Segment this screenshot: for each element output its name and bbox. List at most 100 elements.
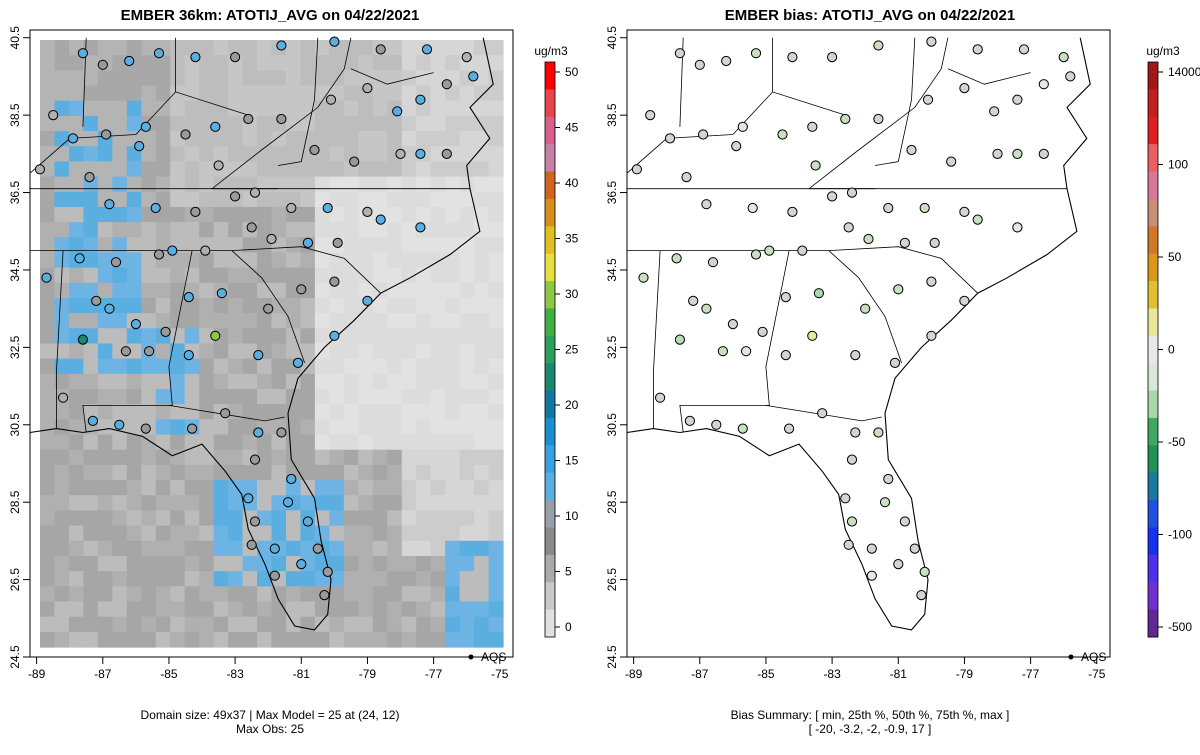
colorbar-tick-label: 30: [565, 287, 579, 301]
y-tick-label: 30.5: [605, 413, 619, 437]
aqs-site-marker: [421, 44, 433, 55]
y-tick-label: 38.5: [605, 103, 619, 127]
aqs-site-marker: [183, 292, 194, 303]
aqs-site-marker: [183, 350, 194, 361]
aqs-site-marker: [74, 253, 85, 264]
x-tick-label: -79: [359, 667, 377, 681]
aqs-site-marker: [269, 570, 280, 581]
aqs-site-marker: [926, 276, 937, 287]
colorbar-tick-label: 25: [565, 343, 579, 357]
aqs-sites: [34, 36, 479, 601]
aqs-site-marker: [899, 516, 911, 527]
y-tick-label: 34.5: [8, 258, 22, 282]
aqs-site-marker: [681, 172, 692, 183]
left-x-axis: -89 -87 -85 -83 -81 -79 -77 -75: [28, 657, 509, 681]
y-tick-label: 26.5: [605, 568, 619, 592]
aqs-site-marker: [737, 423, 748, 434]
y-tick-label: 40.5: [605, 26, 619, 50]
aqs-site-marker: [684, 415, 696, 426]
state-borders: [626, 37, 1091, 631]
aqs-site-marker: [906, 144, 917, 156]
aqs-site-marker: [77, 334, 89, 345]
aqs-site-marker: [144, 346, 155, 357]
aqs-site-marker: [638, 272, 649, 283]
aqs-site-marker: [187, 423, 198, 434]
left-colorbar-unit: ug/m3: [534, 44, 568, 58]
aqs-site-marker: [200, 245, 211, 256]
aqs-site-marker: [843, 222, 854, 233]
aqs-site-marker: [329, 330, 340, 341]
left-map-frame: [29, 29, 514, 658]
aqs-site-marker: [243, 113, 254, 125]
aqs-site-marker: [461, 52, 472, 63]
aqs-site-marker: [863, 233, 874, 245]
aqs-site-marker: [1012, 148, 1023, 159]
aqs-site-marker: [664, 133, 676, 144]
aqs-site-marker: [1038, 79, 1049, 90]
aqs-site-marker: [893, 284, 904, 295]
aqs-site-marker: [180, 129, 191, 140]
aqs-site-marker: [873, 427, 884, 438]
aqs-site-marker: [77, 48, 89, 59]
aqs-site-marker: [276, 113, 287, 125]
aqs-site-marker: [750, 249, 762, 260]
aqs-site-marker: [817, 408, 828, 419]
aqs-site-marker: [134, 141, 145, 152]
aqs-site-marker: [375, 214, 386, 225]
right-panel-title: EMBER bias: ATOTIJ_AVG on 04/22/2021: [725, 7, 1015, 24]
aqs-site-marker: [787, 206, 798, 217]
aqs-site-marker: [216, 288, 227, 299]
aqs-site-marker: [319, 590, 330, 601]
x-tick-label: -81: [293, 667, 311, 681]
aqs-site-marker: [243, 493, 254, 504]
right-panel: EMBER bias: ATOTIJ_AVG on 04/22/2021 -89…: [605, 7, 1200, 736]
aqs-site-marker: [302, 237, 313, 248]
aqs-site-marker: [919, 566, 930, 578]
aqs-site-marker: [698, 129, 709, 140]
aqs-site-marker: [395, 148, 406, 159]
right-footer-line1: Bias Summary: [ min, 25th %, 50th %, 75t…: [731, 708, 1010, 722]
aqs-site-marker: [694, 59, 705, 70]
aqs-site-marker: [114, 419, 125, 430]
aqs-site-marker: [322, 566, 333, 578]
aqs-site-marker: [655, 392, 666, 403]
aqs-site-marker: [813, 288, 825, 299]
aqs-site-marker: [124, 55, 135, 67]
aqs-site-marker: [893, 559, 904, 570]
y-tick-label: 34.5: [605, 258, 619, 282]
aqs-site-marker: [701, 199, 712, 210]
colorbar-tick-label: 0: [1168, 343, 1175, 357]
aqs-site-marker: [415, 148, 426, 159]
aqs-site-marker: [671, 253, 682, 264]
aqs-site-marker: [253, 427, 264, 438]
aqs-site-marker: [645, 110, 656, 121]
colorbar-tick-label: -100: [1168, 528, 1192, 542]
aqs-site-marker: [909, 543, 920, 554]
aqs-site-marker: [807, 330, 818, 341]
y-tick-label: 30.5: [8, 413, 22, 437]
aqs-site-marker: [717, 346, 729, 357]
y-tick-label: 32.5: [8, 335, 22, 359]
aqs-site-marker: [727, 319, 739, 330]
aqs-site-marker: [860, 303, 871, 314]
y-tick-label: 32.5: [605, 335, 619, 359]
aqs-site-marker: [375, 44, 386, 55]
aqs-site-marker: [866, 570, 877, 581]
aqs-site-marker: [362, 295, 373, 306]
y-tick-label: 38.5: [8, 103, 22, 127]
aqs-site-marker: [67, 133, 79, 144]
colorbar-tick-label: 50: [565, 65, 579, 79]
colorbar-tick-label: 100: [1168, 158, 1188, 172]
right-footer-line2: [ -20, -3.2, -2, -0.9, 17 ]: [809, 722, 932, 736]
aqs-site-marker: [674, 48, 686, 59]
aqs-site-marker: [120, 346, 132, 357]
aqs-site-marker: [780, 292, 791, 303]
aqs-site-marker: [989, 106, 1000, 117]
aqs-site-marker: [899, 237, 911, 248]
aqs-site-marker: [929, 237, 940, 248]
aqs-site-marker: [1012, 94, 1023, 105]
aqs-site-marker: [701, 303, 712, 314]
aqs-site-marker: [959, 295, 970, 306]
aqs-site-marker: [332, 237, 343, 248]
